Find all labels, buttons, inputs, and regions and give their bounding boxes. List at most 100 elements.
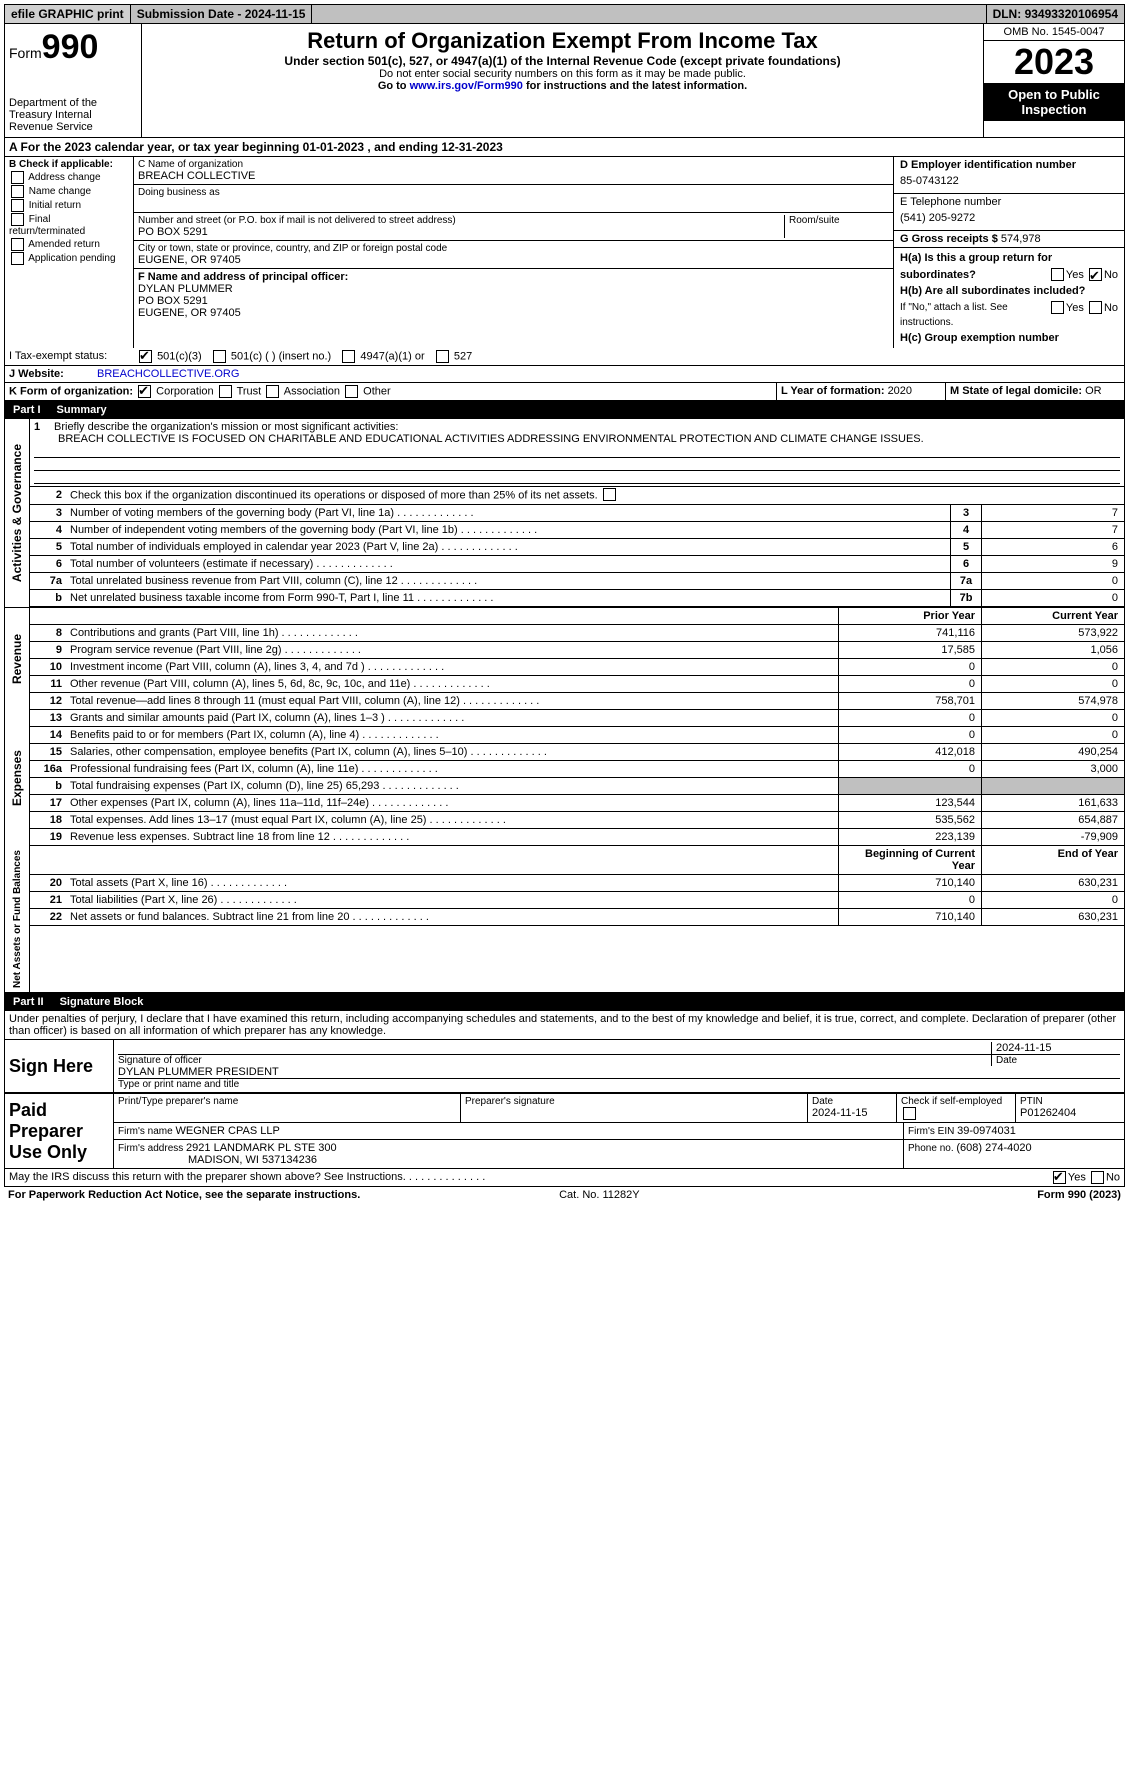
dept-treasury: Department of the Treasury Internal Reve…	[9, 97, 137, 133]
box-c-street: Number and street (or P.O. box if mail i…	[134, 213, 893, 241]
firm-phone: (608) 274-4020	[956, 1142, 1031, 1154]
revenue-line-10: 10Investment income (Part VIII, column (…	[30, 659, 1124, 676]
dln: DLN: 93493320106954	[986, 5, 1124, 23]
box-c-name: C Name of organization BREACH COLLECTIVE	[134, 157, 893, 185]
efile-button[interactable]: efile GRAPHIC print	[5, 5, 131, 23]
box-l: L Year of formation: 2020	[777, 383, 946, 400]
cb-527[interactable]	[436, 350, 449, 363]
box-c-dba: Doing business as	[134, 185, 893, 213]
top-bar: efile GRAPHIC print Submission Date - 20…	[4, 4, 1125, 24]
summary-line-4: 4Number of independent voting members of…	[30, 522, 1124, 539]
expense-line-17: 17Other expenses (Part IX, column (A), l…	[30, 795, 1124, 812]
signature-block: Sign Here 2024-11-15 Signature of office…	[4, 1040, 1125, 1094]
line-a-tax-year: A For the 2023 calendar year, or tax yea…	[4, 138, 1125, 157]
firm-address: 2921 LANDMARK PL STE 300	[186, 1142, 337, 1154]
cb-initial-return[interactable]	[11, 199, 24, 212]
box-m: M State of legal domicile: OR	[946, 383, 1124, 400]
firm-name: WEGNER CPAS LLP	[175, 1125, 279, 1137]
paid-preparer-block: Paid Preparer Use Only Print/Type prepar…	[4, 1094, 1125, 1169]
box-h: H(a) Is this a group return for subordin…	[894, 248, 1124, 348]
form-title: Return of Organization Exempt From Incom…	[146, 28, 979, 54]
cb-corp[interactable]	[138, 385, 151, 398]
cb-name-change[interactable]	[11, 185, 24, 198]
vtab-expenses: Expenses	[8, 746, 26, 810]
netassets-line-22: 22Net assets or fund balances. Subtract …	[30, 909, 1124, 926]
irs-link[interactable]: www.irs.gov/Form990	[410, 80, 523, 92]
cb-application-pending[interactable]	[11, 252, 24, 265]
part-2-header: Part IISignature Block	[4, 993, 1125, 1011]
box-c-city: City or town, state or province, country…	[134, 241, 893, 269]
ptin: P01262404	[1020, 1107, 1120, 1119]
sign-here-label: Sign Here	[5, 1040, 114, 1092]
summary-line-7a: 7aTotal unrelated business revenue from …	[30, 573, 1124, 590]
box-d-ein: D Employer identification number 85-0743…	[894, 157, 1124, 194]
submission-date: Submission Date - 2024-11-15	[131, 5, 313, 23]
expense-line-13: 13Grants and similar amounts paid (Part …	[30, 710, 1124, 727]
cb-4947[interactable]	[342, 350, 355, 363]
cb-amended-return[interactable]	[11, 238, 24, 251]
summary-line-5: 5Total number of individuals employed in…	[30, 539, 1124, 556]
vtab-revenue: Revenue	[8, 630, 26, 688]
cb-ha-no[interactable]	[1089, 268, 1102, 281]
tax-year: 2023	[984, 41, 1124, 83]
discuss-row: May the IRS discuss this return with the…	[4, 1169, 1125, 1187]
part-1-header: Part ISummary	[4, 401, 1125, 419]
perjury-statement: Under penalties of perjury, I declare th…	[4, 1011, 1125, 1040]
website-link[interactable]: BREACHCOLLECTIVE.ORG	[97, 368, 239, 380]
open-public-inspection: Open to Public Inspection	[984, 83, 1124, 121]
cb-assoc[interactable]	[266, 385, 279, 398]
sign-date: 2024-11-15	[992, 1042, 1120, 1055]
cb-trust[interactable]	[219, 385, 232, 398]
cb-ha-yes[interactable]	[1051, 268, 1064, 281]
cb-address-change[interactable]	[11, 171, 24, 184]
omb-number: OMB No. 1545-0047	[984, 24, 1124, 41]
expense-line-14: 14Benefits paid to or for members (Part …	[30, 727, 1124, 744]
expense-line-19: 19Revenue less expenses. Subtract line 1…	[30, 829, 1124, 846]
entity-section: B Check if applicable: Address change Na…	[4, 157, 1125, 348]
section-expenses: Expenses 13Grants and similar amounts pa…	[4, 710, 1125, 846]
row-j-website: J Website: BREACHCOLLECTIVE.ORG	[4, 366, 1125, 383]
row-klm: K Form of organization: Corporation Trus…	[4, 383, 1125, 401]
cb-hb-yes[interactable]	[1051, 301, 1064, 314]
revenue-line-8: 8Contributions and grants (Part VIII, li…	[30, 625, 1124, 642]
cb-hb-no[interactable]	[1089, 301, 1102, 314]
box-g-receipts: G Gross receipts $ 574,978	[894, 231, 1124, 248]
box-e-phone: E Telephone number (541) 205-9272	[894, 194, 1124, 231]
form-header: Form990 Department of the Treasury Inter…	[4, 24, 1125, 138]
officer-name: DYLAN PLUMMER PRESIDENT	[118, 1066, 1120, 1079]
box-b: B Check if applicable: Address change Na…	[5, 157, 134, 348]
row-i-tax-status: I Tax-exempt status: 501(c)(3) 501(c) ( …	[4, 348, 1125, 366]
cb-discontinued[interactable]	[603, 488, 616, 501]
page-footer: For Paperwork Reduction Act Notice, see …	[4, 1187, 1125, 1203]
vtab-governance: Activities & Governance	[8, 440, 26, 586]
netassets-line-20: 20Total assets (Part X, line 16)710,1406…	[30, 875, 1124, 892]
goto-line: Go to www.irs.gov/Form990 for instructio…	[146, 80, 979, 92]
cb-final-return[interactable]	[11, 213, 24, 226]
revenue-line-11: 11Other revenue (Part VIII, column (A), …	[30, 676, 1124, 693]
form-subtitle: Under section 501(c), 527, or 4947(a)(1)…	[146, 54, 979, 68]
expense-line-b: bTotal fundraising expenses (Part IX, co…	[30, 778, 1124, 795]
section-activities-governance: Activities & Governance 1Briefly describ…	[4, 419, 1125, 607]
section-revenue: Revenue Prior YearCurrent Year 8Contribu…	[4, 607, 1125, 710]
form-label: Form990	[9, 28, 137, 67]
revenue-line-12: 12Total revenue—add lines 8 through 11 (…	[30, 693, 1124, 710]
cb-501c3[interactable]	[139, 350, 152, 363]
summary-line-6: 6Total number of volunteers (estimate if…	[30, 556, 1124, 573]
cb-discuss-no[interactable]	[1091, 1171, 1104, 1184]
firm-ein: 39-0974031	[957, 1125, 1016, 1137]
cb-self-employed[interactable]	[903, 1107, 916, 1120]
section-net-assets: Net Assets or Fund Balances Beginning of…	[4, 846, 1125, 993]
cb-501c[interactable]	[213, 350, 226, 363]
revenue-line-9: 9Program service revenue (Part VIII, lin…	[30, 642, 1124, 659]
expense-line-18: 18Total expenses. Add lines 13–17 (must …	[30, 812, 1124, 829]
mission-text: BREACH COLLECTIVE IS FOCUSED ON CHARITAB…	[34, 433, 1120, 445]
cb-other[interactable]	[345, 385, 358, 398]
netassets-line-21: 21Total liabilities (Part X, line 26)00	[30, 892, 1124, 909]
paid-preparer-label: Paid Preparer Use Only	[5, 1094, 114, 1168]
box-f: F Name and address of principal officer:…	[134, 269, 893, 321]
cb-discuss-yes[interactable]	[1053, 1171, 1066, 1184]
expense-line-15: 15Salaries, other compensation, employee…	[30, 744, 1124, 761]
ssn-warning: Do not enter social security numbers on …	[146, 68, 979, 80]
expense-line-16a: 16aProfessional fundraising fees (Part I…	[30, 761, 1124, 778]
summary-line-3: 3Number of voting members of the governi…	[30, 505, 1124, 522]
